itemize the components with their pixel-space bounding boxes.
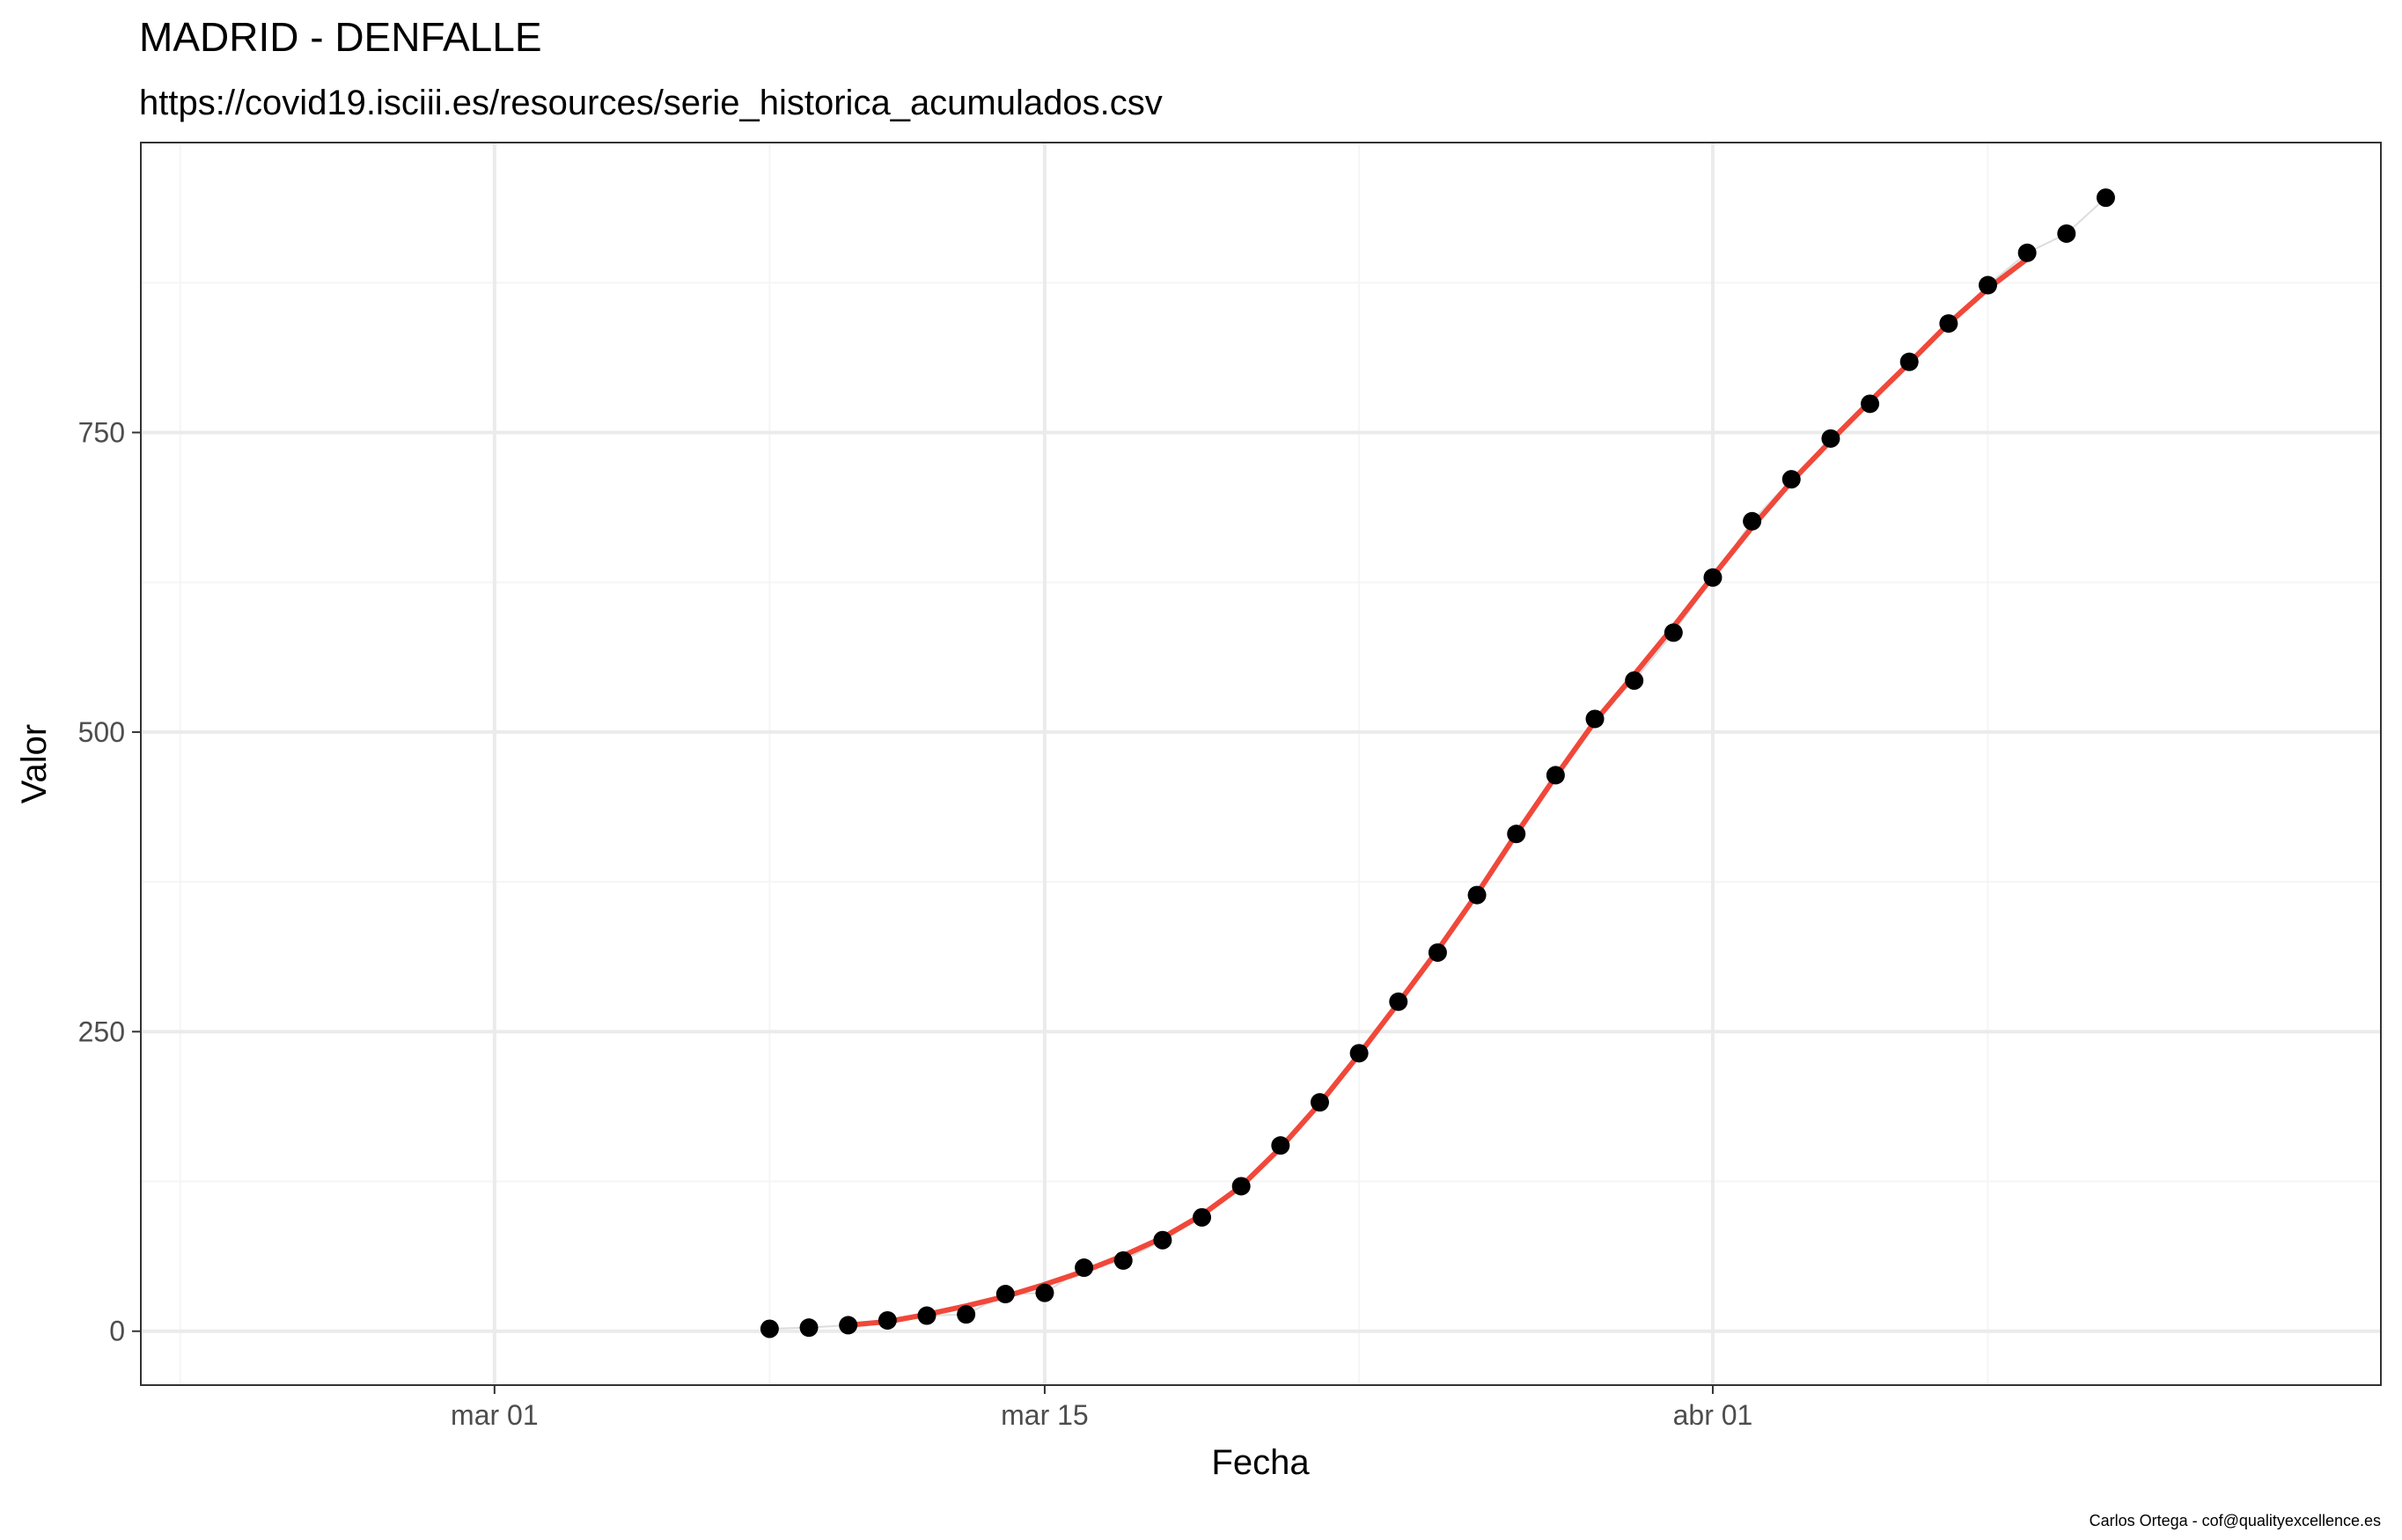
data-point <box>1389 992 1408 1011</box>
data-point <box>1899 352 1919 371</box>
data-point <box>1428 942 1447 962</box>
data-point <box>1939 314 1958 334</box>
data-point <box>1585 709 1605 729</box>
x-axis-label: Fecha <box>1211 1443 1310 1482</box>
data-point <box>839 1316 858 1335</box>
data-point <box>1743 511 1762 531</box>
data-points <box>760 188 2115 1338</box>
data-point <box>1703 568 1723 587</box>
y-axis-label: Valor <box>15 724 54 803</box>
data-point <box>1231 1177 1251 1196</box>
data-point <box>1664 623 1683 642</box>
data-point <box>1546 766 1565 785</box>
data-point <box>1349 1044 1369 1063</box>
data-point <box>799 1318 819 1338</box>
axes: mar 01 mar 15 abr 01 0 250 500 750 <box>78 417 1753 1431</box>
data-point <box>2057 224 2076 243</box>
smooth-fit-path <box>845 256 2031 1328</box>
smooth-fit-line <box>845 256 2031 1328</box>
chart-title: MADRID - DENFALLE <box>139 14 542 60</box>
data-point <box>1075 1258 1094 1278</box>
data-point <box>2096 188 2115 208</box>
data-point <box>917 1306 937 1325</box>
grid-lines <box>141 143 2381 1385</box>
data-point <box>1035 1283 1054 1302</box>
y-tick-label: 250 <box>78 1016 125 1047</box>
data-point <box>1861 394 1880 414</box>
data-point <box>1310 1093 1329 1112</box>
data-point <box>1113 1250 1133 1270</box>
data-point <box>1271 1136 1290 1155</box>
x-tick-label: abr 01 <box>1673 1399 1753 1431</box>
data-point <box>1625 671 1644 690</box>
data-point <box>1153 1230 1172 1250</box>
y-tick-label: 0 <box>109 1316 125 1347</box>
data-point <box>1821 429 1840 448</box>
data-point <box>1781 470 1801 489</box>
data-point <box>1979 275 1998 295</box>
data-point <box>2017 243 2037 262</box>
data-point <box>1193 1207 1212 1227</box>
data-point <box>1507 825 1526 844</box>
chart-subtitle: https://covid19.isciii.es/resources/seri… <box>139 84 1163 122</box>
x-tick-label: mar 15 <box>1001 1399 1089 1431</box>
data-point <box>1467 885 1487 905</box>
panel-border <box>140 142 2382 1386</box>
data-point <box>957 1305 976 1324</box>
data-point <box>760 1319 779 1338</box>
x-tick-label: mar 01 <box>451 1399 539 1431</box>
y-tick-label: 500 <box>78 716 125 748</box>
data-point <box>995 1285 1015 1304</box>
y-tick-label: 750 <box>78 417 125 449</box>
data-point <box>878 1310 897 1330</box>
caption: Carlos Ortega - cof@qualityexcellence.es <box>2090 1512 2381 1529</box>
